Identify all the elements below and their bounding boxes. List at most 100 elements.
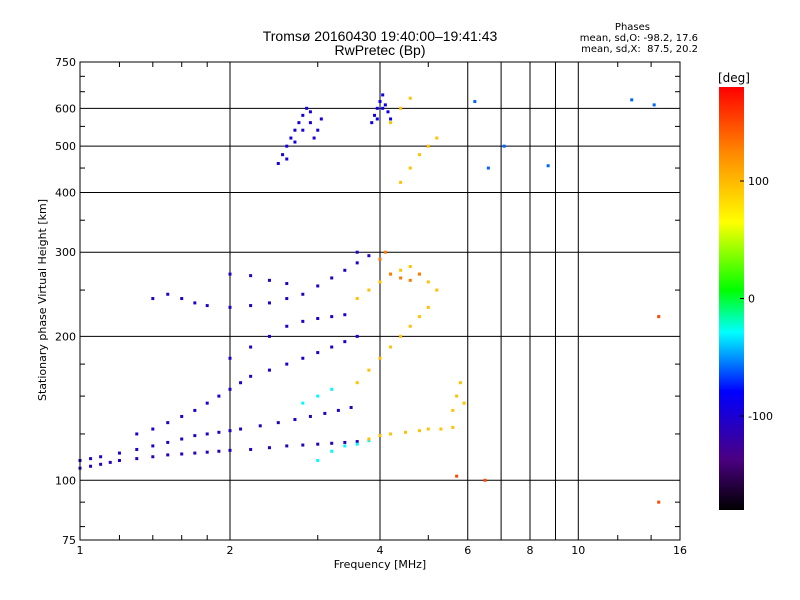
- data-point: [383, 250, 387, 254]
- data-point: [151, 427, 155, 431]
- y-tick-label: 500: [55, 140, 76, 153]
- data-point: [228, 387, 232, 391]
- data-point: [343, 444, 347, 448]
- data-point: [249, 274, 253, 278]
- y-tick-label: 200: [55, 330, 76, 343]
- data-point: [258, 424, 262, 428]
- data-point: [367, 368, 371, 372]
- data-point: [349, 405, 353, 409]
- data-point: [355, 440, 359, 444]
- colorbar-tick-label: -100: [748, 410, 773, 423]
- data-point: [657, 315, 661, 319]
- data-point: [301, 128, 305, 132]
- data-point: [343, 340, 347, 344]
- chart-subtitle: RwPretec (Bp): [334, 42, 426, 58]
- data-point: [367, 254, 371, 258]
- data-point: [239, 381, 243, 385]
- data-point: [378, 356, 382, 360]
- data-point: [455, 474, 459, 478]
- data-point: [267, 278, 271, 282]
- data-point: [373, 113, 377, 117]
- data-point: [228, 429, 232, 433]
- data-point: [355, 250, 359, 254]
- grid-layer: [79, 61, 681, 541]
- data-point: [180, 437, 184, 441]
- data-point: [330, 449, 334, 453]
- data-point: [180, 452, 184, 456]
- data-point: [180, 414, 184, 418]
- data-point: [117, 458, 121, 462]
- x-tick-label: 10: [571, 544, 585, 557]
- data-point: [89, 457, 93, 461]
- data-point: [249, 447, 253, 451]
- data-point: [403, 430, 407, 434]
- data-point: [166, 453, 170, 457]
- x-tick-label: 8: [527, 544, 534, 557]
- data-point: [319, 117, 323, 121]
- data-point: [267, 301, 271, 305]
- data-point: [343, 268, 347, 272]
- data-point: [151, 455, 155, 459]
- data-point: [316, 128, 320, 132]
- data-point: [205, 432, 209, 436]
- data-point: [389, 432, 393, 436]
- data-point: [378, 280, 382, 284]
- data-point: [285, 282, 289, 286]
- data-point: [281, 153, 285, 157]
- data-point: [408, 265, 412, 269]
- data-point: [228, 356, 232, 360]
- data-point: [193, 434, 197, 438]
- data-point: [217, 394, 221, 398]
- data-point: [343, 440, 347, 444]
- data-point: [285, 157, 289, 161]
- data-point: [330, 345, 334, 349]
- data-point: [285, 444, 289, 448]
- data-point: [308, 121, 312, 125]
- data-point: [458, 381, 462, 385]
- data-point: [293, 128, 297, 132]
- data-point: [135, 447, 139, 451]
- axes-layer: 1 2 4 6 8 10 16 75 100 200 300 400 500 600 750: [55, 56, 687, 557]
- data-point: [426, 305, 430, 309]
- data-point: [375, 106, 379, 110]
- data-point: [301, 292, 305, 296]
- data-point: [285, 324, 289, 328]
- data-point: [399, 106, 403, 110]
- data-point: [355, 381, 359, 385]
- data-point: [435, 288, 439, 292]
- data-point: [239, 427, 243, 431]
- data-point: [99, 455, 103, 459]
- data-point: [166, 292, 170, 296]
- data-point: [435, 136, 439, 140]
- data-point: [180, 297, 184, 301]
- data-point: [375, 117, 379, 121]
- data-point: [330, 387, 334, 391]
- data-point: [426, 427, 430, 431]
- data-point: [228, 448, 232, 452]
- data-point: [205, 304, 209, 308]
- colorbar: [deg] 100 0 -100: [718, 71, 773, 510]
- data-point: [657, 500, 661, 504]
- data-point: [399, 334, 403, 338]
- data-point: [417, 315, 421, 319]
- data-point: [285, 297, 289, 301]
- chart-title: Tromsø 20160430 19:40:00–19:41:43: [262, 28, 498, 44]
- data-point: [462, 401, 466, 405]
- data-point: [228, 305, 232, 309]
- data-point: [367, 439, 371, 443]
- y-tick-label: 100: [55, 474, 76, 487]
- data-point: [301, 319, 305, 323]
- data-point: [308, 110, 312, 114]
- data-point: [486, 166, 490, 170]
- data-point: [316, 394, 320, 398]
- data-point: [355, 261, 359, 265]
- data-point: [383, 103, 387, 107]
- data-point: [267, 368, 271, 372]
- data-point: [166, 421, 170, 425]
- data-point: [99, 462, 103, 466]
- data-point: [355, 297, 359, 301]
- data-point: [451, 408, 455, 412]
- data-point: [355, 442, 359, 446]
- data-point: [355, 334, 359, 338]
- x-tick-label: 16: [673, 544, 687, 557]
